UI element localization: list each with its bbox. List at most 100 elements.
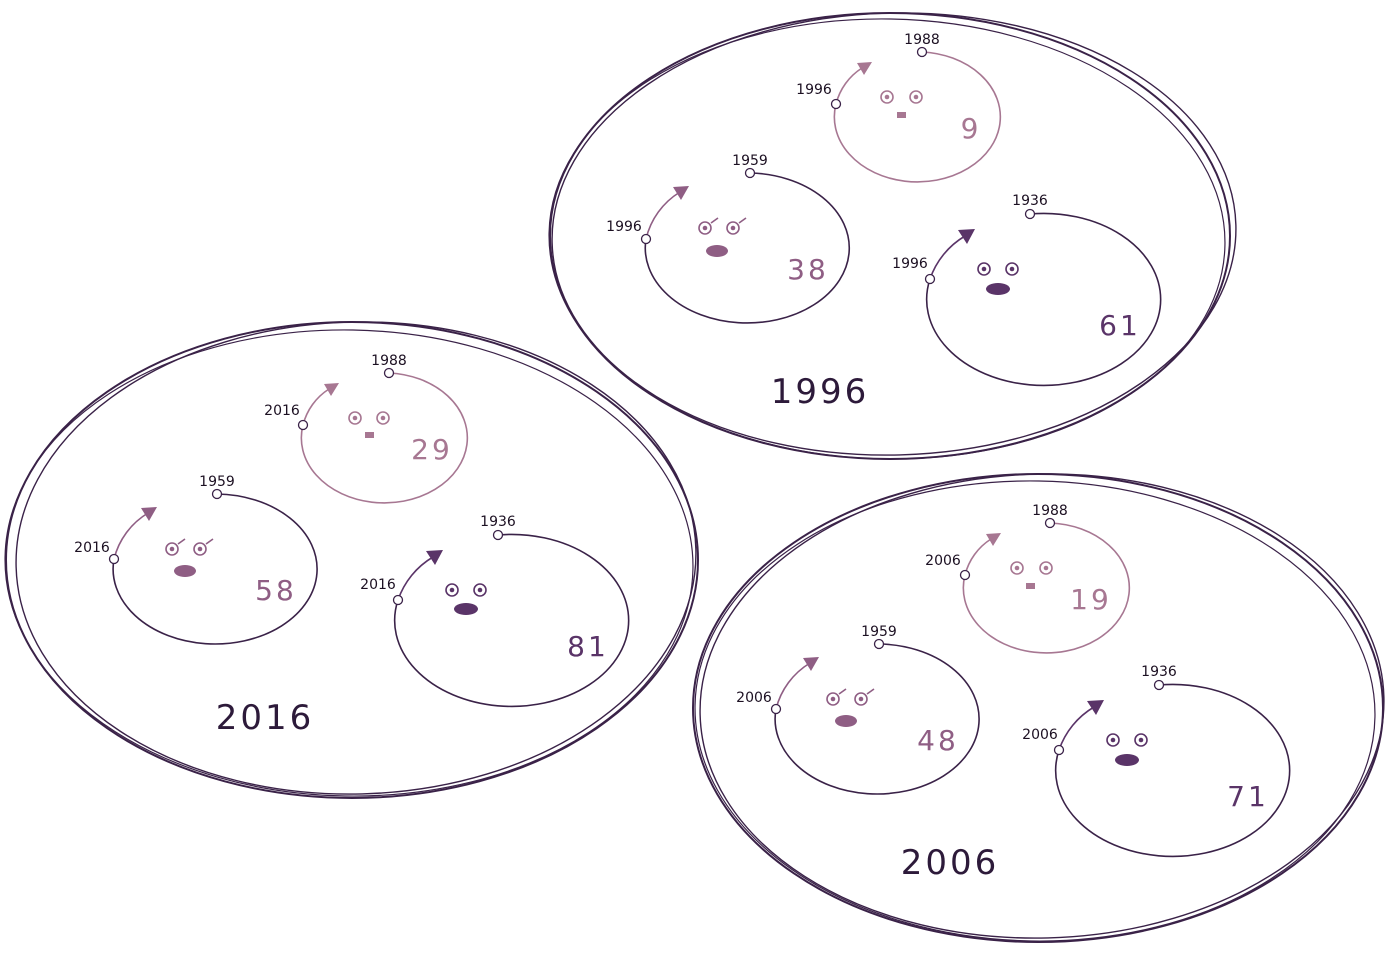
age-value: 9	[961, 112, 982, 145]
group-2006: 2006 1988 2006 19 19	[692, 473, 1385, 943]
person-middle: 1959 1996 38	[606, 153, 851, 324]
birth-year-label: 1959	[732, 153, 768, 169]
start-year-label: 2006	[736, 690, 772, 706]
start-year-label: 1996	[606, 219, 642, 235]
life-arc	[397, 556, 434, 601]
arrow-head	[426, 550, 443, 565]
face-icon	[880, 90, 923, 118]
birth-year-label: 1936	[1012, 193, 1048, 209]
person-youngest: 1988 2006 19	[925, 503, 1131, 654]
birth-year-label: 1936	[480, 514, 516, 530]
group-outline-shadow	[699, 473, 1385, 939]
start-marker	[108, 553, 120, 565]
group-outline-shadow	[15, 321, 697, 795]
life-arc	[775, 662, 811, 710]
person-oldest: 1936 1996 61	[892, 193, 1162, 387]
face-with-glasses-icon	[165, 538, 214, 577]
face-with-glasses-icon	[698, 217, 747, 257]
group-outline-shadow	[4, 329, 694, 797]
group-outline-shadow	[551, 12, 1237, 456]
start-marker	[640, 233, 652, 245]
arrow-head	[141, 507, 157, 521]
life-arc	[964, 538, 992, 576]
life-circle	[112, 493, 318, 645]
start-marker	[924, 273, 936, 285]
life-circle	[962, 522, 1131, 654]
start-marker	[392, 594, 404, 606]
life-arc	[1058, 706, 1095, 751]
arrow-head	[958, 229, 975, 244]
person-youngest: 1988 1996 9	[796, 32, 1002, 183]
life-circle	[300, 372, 469, 504]
life-circle	[833, 51, 1002, 183]
age-value: 58	[255, 574, 297, 607]
arrow-head	[673, 186, 689, 200]
face-icon	[1106, 733, 1148, 766]
birth-marker	[873, 638, 885, 650]
arrow-head	[1087, 700, 1104, 715]
start-year-label: 2016	[360, 577, 396, 593]
life-arc	[113, 512, 149, 560]
start-marker	[297, 419, 309, 431]
start-year-label: 2006	[1022, 727, 1058, 743]
start-marker	[959, 569, 971, 581]
life-arc	[929, 235, 966, 280]
birth-marker	[1044, 517, 1056, 529]
life-circle	[1054, 683, 1291, 858]
arrow-head	[986, 533, 1001, 546]
age-value: 61	[1099, 309, 1141, 342]
birth-marker	[744, 167, 756, 179]
life-arc	[302, 388, 330, 426]
start-year-label: 2016	[264, 403, 300, 419]
start-year-label: 1996	[892, 256, 928, 272]
arrow-head	[324, 383, 339, 396]
person-middle: 1959 2006 48	[736, 624, 980, 795]
birth-year-label: 1959	[199, 474, 235, 490]
birth-marker	[1024, 208, 1036, 220]
age-value: 29	[411, 433, 453, 466]
life-circle	[925, 212, 1162, 387]
birth-marker	[492, 529, 504, 541]
arrow-head	[857, 62, 872, 75]
person-middle: 1959 2016 58	[74, 474, 318, 645]
face-icon	[1010, 561, 1053, 589]
start-marker	[770, 703, 782, 715]
group-outline-shadow	[694, 480, 1376, 942]
age-value: 71	[1227, 780, 1269, 813]
life-arc	[645, 191, 681, 240]
life-circle	[644, 172, 851, 324]
face-icon	[445, 583, 487, 615]
life-circle	[774, 643, 980, 795]
group-outline-shadow	[548, 18, 1226, 460]
person-oldest: 1936 2006 71	[1022, 664, 1291, 858]
start-year-label: 2006	[925, 553, 961, 569]
group-title: 2016	[216, 698, 315, 738]
face-icon	[348, 411, 390, 438]
age-value: 81	[567, 630, 609, 663]
start-year-label: 2016	[74, 540, 110, 556]
birth-marker	[211, 488, 223, 500]
face-icon	[977, 262, 1019, 295]
group-2016: 2016 1988 2016 29 19	[4, 321, 699, 799]
start-marker	[1053, 744, 1065, 756]
life-arc	[835, 67, 863, 105]
birth-marker	[916, 46, 928, 58]
age-value: 38	[787, 253, 829, 286]
birth-year-label: 1959	[861, 624, 897, 640]
birth-year-label: 1988	[371, 353, 407, 369]
birth-year-label: 1936	[1141, 664, 1177, 680]
age-value: 48	[917, 724, 959, 757]
person-youngest: 1988 2016 29	[264, 353, 469, 504]
life-circle	[393, 533, 630, 708]
start-year-label: 1996	[796, 82, 832, 98]
birth-year-label: 1988	[1032, 503, 1068, 519]
face-with-glasses-icon	[826, 688, 875, 727]
age-value: 19	[1070, 583, 1112, 616]
birth-year-label: 1988	[904, 32, 940, 48]
birth-marker	[383, 367, 395, 379]
person-oldest: 1936 2016 81	[360, 514, 630, 708]
group-title: 1996	[771, 372, 870, 412]
start-marker	[830, 98, 842, 110]
group-title: 2006	[901, 843, 1000, 883]
birth-marker	[1153, 679, 1165, 691]
